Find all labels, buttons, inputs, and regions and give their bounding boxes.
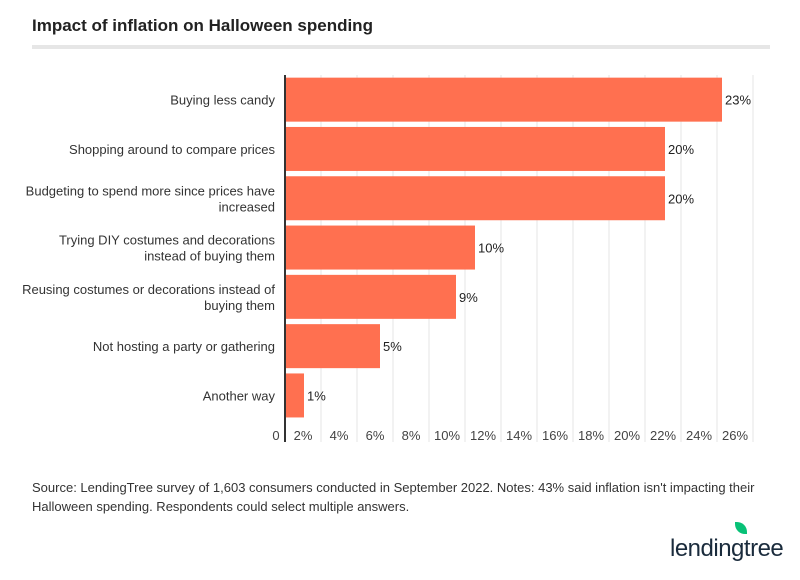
- x-tick-label: 4%: [330, 428, 349, 443]
- data-label: 5%: [383, 339, 402, 354]
- data-label: 20%: [668, 191, 694, 206]
- data-label: 23%: [725, 93, 751, 108]
- leaf-icon: [735, 522, 747, 534]
- bar: [285, 373, 304, 418]
- bar-chart: 0 2% 4% 6% 8% 10% 12% 14% 16% 18% 20% 22% 24% 26% 23% B…: [22, 75, 754, 443]
- x-tick-label: 2%: [294, 428, 313, 443]
- bar: [285, 176, 665, 221]
- category-label: instead of buying them: [144, 249, 275, 264]
- x-tick-label: 12%: [470, 428, 496, 443]
- category-label: buying them: [204, 298, 275, 313]
- category-label: Reusing costumes or decorations instead …: [22, 282, 275, 297]
- data-label: 9%: [459, 290, 478, 305]
- category-label: Buying less candy: [170, 93, 275, 108]
- data-label: 20%: [668, 142, 694, 157]
- category-label: Shopping around to compare prices: [69, 142, 275, 157]
- bar: [285, 77, 722, 122]
- category-label: increased: [219, 199, 275, 214]
- category-label: Another way: [203, 388, 276, 403]
- lendingtree-logo: lendingtree: [670, 535, 784, 562]
- x-tick-label: 0: [272, 428, 279, 443]
- x-tick-label: 10%: [434, 428, 460, 443]
- x-tick-label: 26%: [722, 428, 748, 443]
- bar: [285, 324, 380, 369]
- bar: [285, 126, 665, 171]
- category-label: Not hosting a party or gathering: [93, 339, 275, 354]
- x-tick-label: 8%: [402, 428, 421, 443]
- x-tick-label: 18%: [578, 428, 604, 443]
- x-tick-label: 24%: [686, 428, 712, 443]
- data-label: 1%: [307, 388, 326, 403]
- bar: [285, 225, 475, 270]
- x-tick-label: 6%: [366, 428, 385, 443]
- chart-title: Impact of inflation on Halloween spendin…: [32, 16, 373, 35]
- bar: [285, 274, 456, 319]
- source-note: Source: LendingTree survey of 1,603 cons…: [32, 480, 755, 514]
- x-tick-label: 22%: [650, 428, 676, 443]
- title-divider: [32, 45, 770, 49]
- category-label: Budgeting to spend more since prices hav…: [26, 183, 275, 198]
- x-tick-label: 20%: [614, 428, 640, 443]
- category-label: Trying DIY costumes and decorations: [59, 233, 276, 248]
- data-label: 10%: [478, 241, 504, 256]
- x-tick-label: 16%: [542, 428, 568, 443]
- x-tick-label: 14%: [506, 428, 532, 443]
